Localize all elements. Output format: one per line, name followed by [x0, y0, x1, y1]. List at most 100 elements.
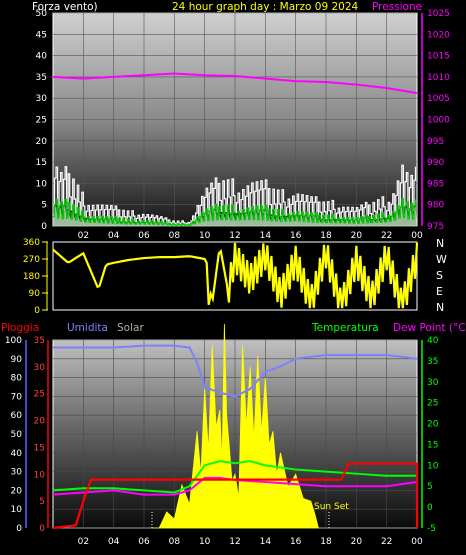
direction-tick-label: 270 [23, 255, 40, 265]
wind-tick-label: 45 [36, 30, 47, 40]
pressure-tick-label: 1020 [427, 30, 450, 40]
pressure-tick-label: 995 [427, 137, 444, 147]
direction-tick-label: 90 [29, 289, 41, 299]
x-tick-label: 08 [169, 231, 181, 241]
pressure-tick-label: 1025 [427, 9, 450, 19]
humidity-tick-label: 10 [34, 470, 46, 480]
rain-tick-label: 90 [11, 355, 23, 365]
wind-tick-label: 20 [36, 137, 48, 147]
direction-y-ticks: 0 90 180 270 360 [23, 238, 48, 316]
wind-tick-label: 50 [36, 9, 48, 19]
humidity-tick-label: 35 [34, 336, 45, 346]
wind-series [52, 72, 418, 226]
humidity-tick-label: 15 [34, 443, 45, 453]
pressure-tick-label: 1005 [427, 94, 450, 104]
wind-tick-label: 10 [36, 179, 48, 189]
wind-axis-label: Forza vento) [32, 1, 98, 13]
x-tick-label: 14 [260, 537, 272, 547]
rain-tick-label: 40 [11, 449, 23, 459]
rain-tick-label: 70 [11, 392, 23, 402]
compass-label: S [436, 269, 443, 282]
temperature-tick-label: 20 [427, 420, 439, 430]
x-tick-label: 16 [290, 537, 302, 547]
x-tick-label: 04 [108, 231, 120, 241]
x-tick-label: 02 [78, 231, 89, 241]
rain-tick-label: 50 [11, 430, 23, 440]
temperature-tick-label: 35 [427, 357, 438, 367]
rain-tick-label: 60 [11, 411, 23, 421]
temperature-tick-label: 15 [427, 440, 438, 450]
rain-tick-label: 30 [11, 468, 23, 478]
x-tick-label: 18 [320, 231, 332, 241]
rain-tick-label: 100 [5, 336, 22, 346]
humidity-tick-label: 0 [39, 524, 45, 534]
rain-y-ticks: 0 10 20 30 40 50 60 70 80 90 100 [5, 336, 27, 534]
wind-speed-line [53, 164, 417, 226]
direction-line [52, 242, 419, 309]
wind-tick-label: 30 [36, 94, 48, 104]
compass-label: N [436, 237, 444, 250]
compass-label: N [436, 301, 444, 314]
x-tick-label: 10 [199, 537, 211, 547]
temperature-tick-label: -5 [427, 524, 436, 534]
x-tick-label: 06 [138, 231, 150, 241]
wind-tick-label: 15 [36, 158, 47, 168]
direction-series [52, 242, 419, 309]
temperature-tick-label: 30 [427, 378, 439, 388]
x-tick-label: 12 [229, 231, 240, 241]
pressure-tick-label: 980 [427, 201, 444, 211]
rain-tick-label: 20 [11, 486, 23, 496]
temperature-tick-label: 10 [427, 461, 439, 471]
x-tick-label: 22 [381, 231, 392, 241]
x-tick-label: 22 [381, 537, 392, 547]
x-tick-label: 14 [260, 231, 272, 241]
humidity-tick-label: 5 [39, 497, 45, 507]
temperature-line [52, 460, 417, 494]
wind-tick-label: 25 [36, 116, 47, 126]
temperature-tick-label: 5 [427, 482, 433, 492]
compass-label: E [436, 285, 443, 298]
rain-tick-label: 80 [11, 374, 23, 384]
rain-tick-label: 0 [16, 524, 22, 534]
solar-area [151, 323, 319, 529]
x-tick-label: 00 [411, 537, 423, 547]
pressure-line [52, 72, 418, 95]
dewpoint-line [52, 476, 418, 496]
x-tick-label: 02 [78, 537, 89, 547]
sun-set-label: Sun Set [314, 502, 349, 512]
solar-axis-label: Solar [117, 322, 144, 334]
humidity-tick-label: 20 [34, 417, 46, 427]
compass-label: W [436, 253, 447, 266]
direction-tick-label: 0 [34, 306, 40, 316]
wind-average-area [53, 204, 417, 226]
x-tick-label: 00 [411, 231, 423, 241]
x-tick-label: 08 [169, 537, 181, 547]
temperature-tick-label: 25 [427, 399, 438, 409]
graph-title: 24 hour graph day : Marzo 09 2024 [172, 1, 359, 13]
pressure-tick-label: 985 [427, 179, 444, 189]
direction-tick-label: 360 [23, 238, 40, 248]
humidity-axis-label: Umidita [67, 322, 108, 334]
x-tick-label: 16 [290, 231, 302, 241]
rain-tick-label: 10 [11, 505, 23, 515]
wind-tick-label: 0 [41, 222, 47, 232]
x-axis-ticks-top: 02 04 06 08 10 12 14 16 18 20 22 00 [78, 231, 423, 241]
temperature-tick-label: 0 [427, 503, 433, 513]
direction-tick-label: 180 [23, 272, 40, 282]
pressure-tick-label: 1000 [427, 116, 450, 126]
temperature-axis-label: Temperatura [311, 322, 379, 334]
rain-line [52, 462, 419, 530]
x-axis-ticks-bottom: 02 04 06 08 10 12 14 16 18 20 22 00 [78, 537, 423, 547]
wind-gust-line [53, 198, 417, 226]
x-tick-label: 10 [199, 231, 211, 241]
humidity-line [53, 344, 418, 398]
x-tick-label: 06 [138, 537, 150, 547]
pressure-axis-label: Pressione [372, 1, 422, 13]
x-tick-label: 12 [229, 537, 240, 547]
dewpoint-axis-label: Dew Point (°C) [393, 322, 466, 334]
wind-y-ticks: 0 5 10 15 20 25 30 35 40 45 50 [36, 9, 48, 232]
pressure-tick-label: 1015 [427, 52, 450, 62]
wind-tick-label: 40 [36, 52, 48, 62]
